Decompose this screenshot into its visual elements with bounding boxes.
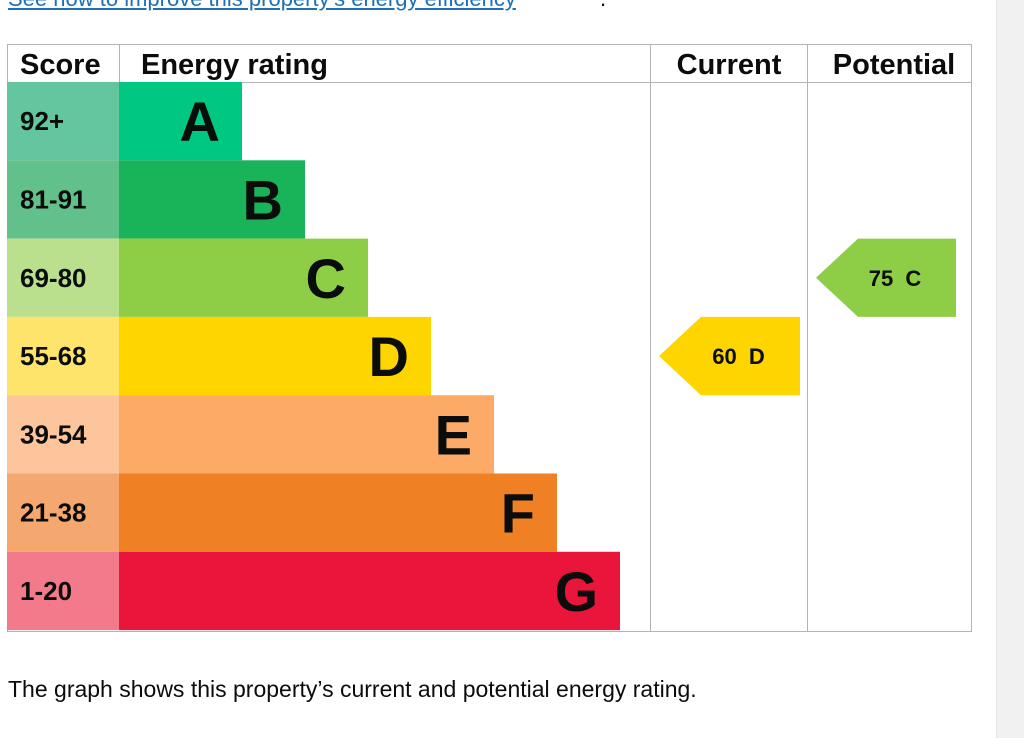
potential-rating-label: 75 C [869,266,922,291]
score-cell-a [7,82,119,161]
score-cell-f [7,473,119,552]
chart-caption: The graph shows this property’s current … [8,676,697,702]
potential-rating-arrow [816,238,956,317]
current-rating-arrow [659,316,800,396]
band-bar-f [119,473,557,552]
band-letter-f: F [501,482,535,545]
band-letter-b: B [243,168,283,231]
band-letter-d: D [369,325,409,388]
band-letter-e: E [435,403,472,466]
link-suffix: . [600,0,606,12]
band-bar-a [119,82,242,161]
band-letter-a: A [180,90,220,153]
improve-efficiency-link[interactable]: See how to improve this property’s energ… [8,0,516,12]
band-bar-c [119,238,368,317]
band-bar-b [119,160,305,239]
score-cell-b [7,160,119,239]
page-scrollbar[interactable] [996,0,1024,738]
score-range-g: 1-20 [20,576,72,606]
score-header: Score [20,49,101,81]
score-cell-g [7,551,119,631]
band-letter-c: C [306,247,346,310]
score-range-f: 21-38 [20,498,87,528]
score-range-b: 81-91 [20,184,87,214]
score-cell-e [7,395,119,474]
potential-header: Potential [833,49,955,81]
score-cell-d [7,316,119,396]
band-bar-e [119,395,494,474]
score-range-a: 92+ [20,106,64,136]
band-bar-d [119,316,431,396]
band-letter-g: G [554,560,598,623]
current-header: Current [677,49,782,81]
score-range-e: 39-54 [20,419,87,449]
score-range-c: 69-80 [20,263,87,293]
score-cell-c [7,238,119,317]
score-range-d: 55-68 [20,341,87,371]
energy-rating-header: Energy rating [141,49,328,81]
energy-rating-chart: Score Energy rating Current Potential 92… [7,44,972,632]
current-rating-label: 60 D [712,344,765,369]
band-bar-g [119,551,620,631]
